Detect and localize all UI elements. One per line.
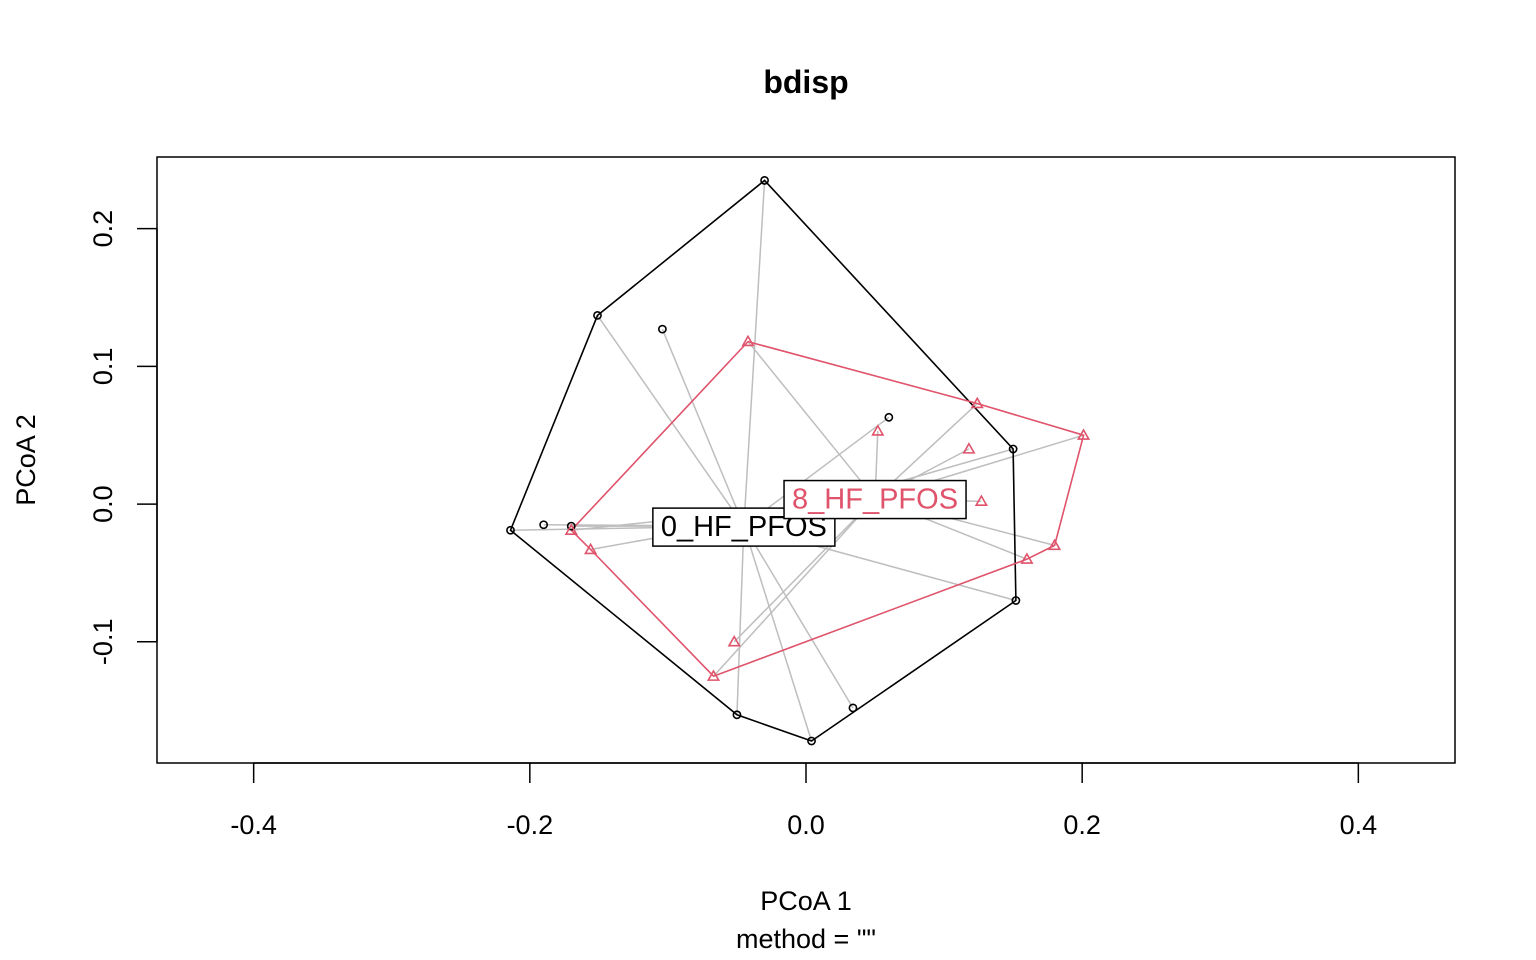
point-0_HF_PFOS — [1011, 596, 1021, 605]
point-0_HF_PFOS — [506, 525, 515, 535]
hull-8_HF_PFOS — [570, 340, 1085, 678]
point-8_HF_PFOS — [970, 396, 984, 409]
y-tick-label: 0.2 — [88, 210, 118, 248]
spoke-line — [743, 525, 854, 709]
point-0_HF_PFOS — [760, 176, 769, 185]
y-axis-label: PCoA 2 — [11, 414, 41, 506]
point-8_HF_PFOS — [962, 442, 976, 454]
spoke-line — [712, 498, 876, 677]
point-0_HF_PFOS — [1008, 444, 1018, 454]
spoke-line — [736, 526, 745, 715]
point-8_HF_PFOS — [1047, 538, 1062, 551]
point-0_HF_PFOS — [848, 703, 858, 713]
hull-0_HF_PFOS — [509, 179, 1017, 742]
spoke-line — [747, 341, 876, 500]
centroid-label-text: 8_HF_PFOS — [792, 484, 958, 516]
point-0_HF_PFOS — [884, 412, 894, 422]
x-tick-label: 0.0 — [787, 810, 825, 840]
x-tick-label: 0.2 — [1063, 810, 1101, 840]
chart-title: bdisp — [763, 64, 848, 100]
point-8_HF_PFOS — [1020, 552, 1034, 564]
x-axis-label: PCoA 1 — [760, 886, 852, 916]
y-tick-label: 0.1 — [88, 348, 118, 386]
centroid-label-box — [783, 479, 967, 520]
point-8_HF_PFOS — [741, 334, 755, 347]
point-8_HF_PFOS — [564, 523, 578, 535]
spoke-line — [596, 314, 745, 527]
x-tick-label: -0.2 — [507, 810, 554, 840]
centroid-label-box — [652, 507, 836, 547]
y-tick-label: -0.1 — [88, 619, 118, 666]
spoke-line — [743, 525, 813, 742]
x-axis-sublabel: method = "" — [736, 924, 876, 954]
spoke-line — [661, 328, 745, 527]
point-8_HF_PFOS — [706, 669, 721, 681]
centroid-label-0_HF_PFOS: 0_HF_PFOS — [652, 507, 836, 547]
spoke-line — [743, 180, 766, 527]
spoke-line — [733, 498, 876, 643]
point-8_HF_PFOS — [974, 494, 988, 507]
point-8_HF_PFOS — [1076, 428, 1091, 440]
point-8_HF_PFOS — [871, 424, 885, 436]
point-0_HF_PFOS — [657, 324, 667, 334]
x-tick-label: 0.4 — [1340, 810, 1378, 840]
y-tick-label: 0.0 — [88, 485, 118, 523]
point-0_HF_PFOS — [807, 736, 816, 746]
point-8_HF_PFOS — [727, 634, 741, 647]
plot-frame — [156, 156, 1456, 764]
centroid-label-8_HF_PFOS: 8_HF_PFOS — [783, 479, 967, 520]
point-0_HF_PFOS — [593, 310, 602, 320]
x-axis: -0.4 -0.2 0.0 0.2 0.4 — [230, 762, 1378, 840]
point-8_HF_PFOS — [584, 542, 598, 555]
x-tick-label: -0.4 — [230, 810, 277, 840]
point-0_HF_PFOS — [732, 710, 742, 720]
point-0_HF_PFOS — [566, 521, 576, 531]
y-axis: -0.1 0.0 0.1 0.2 — [88, 210, 158, 666]
point-0_HF_PFOS — [539, 520, 549, 530]
